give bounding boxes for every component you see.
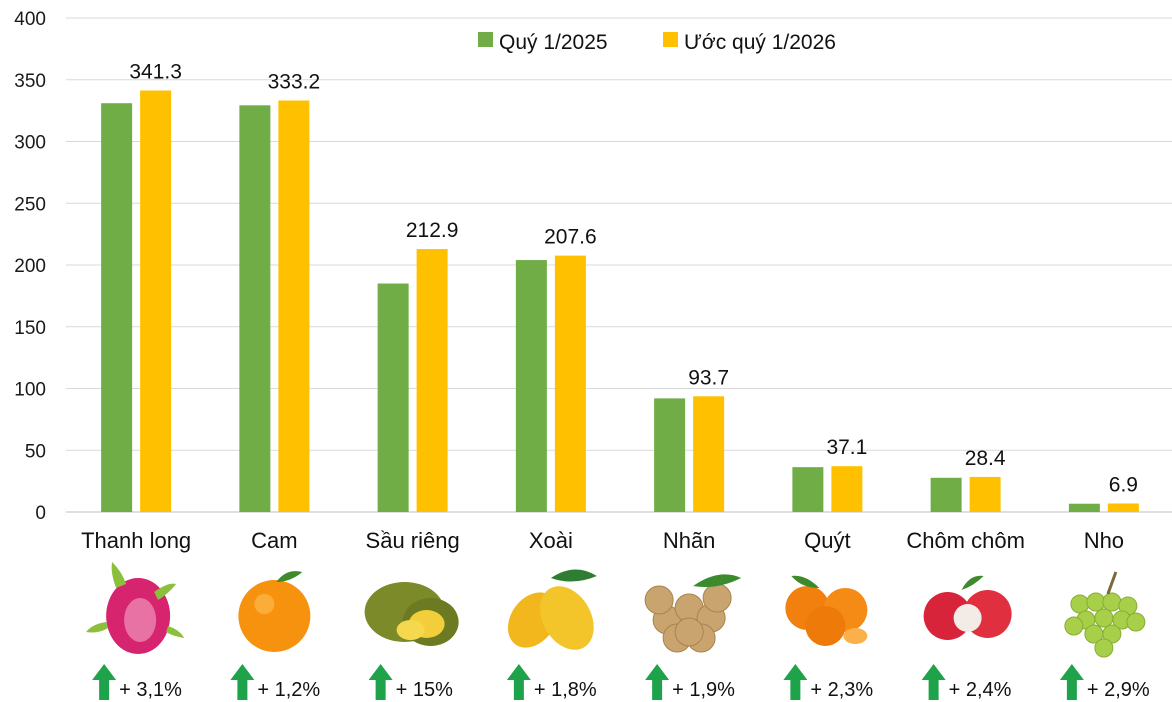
gridlines — [66, 17, 1172, 513]
y-tick-label: 200 — [14, 256, 46, 277]
growth-label: + 2,9% — [1087, 679, 1150, 701]
mango-icon — [507, 569, 597, 650]
dragon-fruit-icon — [86, 562, 185, 654]
data-label: 28.4 — [965, 447, 1006, 470]
y-tick-label: 0 — [35, 503, 46, 524]
up-arrow-icon — [921, 664, 946, 700]
y-tick-label: 50 — [25, 441, 46, 462]
rambutan-icon — [923, 575, 1012, 640]
bar-q1-2026-0 — [140, 90, 172, 512]
legend-swatch-series-2 — [663, 32, 678, 47]
orange-icon — [238, 571, 311, 652]
bar-q1-2026-2 — [416, 249, 448, 513]
data-label: 37.1 — [826, 436, 867, 459]
durian-icon — [364, 582, 459, 646]
growth-label: + 15% — [396, 679, 453, 701]
bar-q1-2026-1 — [278, 100, 310, 513]
up-arrow-icon — [92, 664, 117, 700]
bar-q1-2025-1 — [239, 105, 271, 512]
y-tick-label: 400 — [14, 9, 46, 30]
y-axis-ticks: 0 50 100 150 200 250 300 350 400 — [14, 9, 46, 524]
category-labels: Thanh long Cam Sầu riêng Xoài Nhãn Quýt Chôm c… — [81, 528, 1124, 553]
growth-label: + 1,9% — [672, 679, 735, 701]
category-label: Chôm chôm — [906, 528, 1025, 553]
data-labels: 341.3 333.2 212.9 207.6 93.7 37.1 28.4 6.9 — [129, 60, 1138, 496]
category-label: Nho — [1084, 528, 1124, 553]
data-label: 6.9 — [1109, 473, 1138, 496]
data-label: 93.7 — [688, 366, 729, 389]
up-arrow-icon — [783, 664, 808, 700]
bars — [101, 90, 1139, 513]
category-label: Sầu riêng — [366, 528, 460, 553]
up-arrow-icon — [368, 664, 393, 700]
up-arrow-icon — [506, 664, 531, 700]
fruit-icons — [86, 562, 1146, 658]
bar-q1-2025-0 — [101, 103, 133, 512]
legend-label-series-1: Quý 1/2025 — [499, 31, 608, 54]
data-label: 207.6 — [544, 226, 597, 249]
bar-q1-2025-5 — [792, 467, 824, 512]
bar-q1-2025-2 — [377, 283, 409, 512]
bar-q1-2025-7 — [1068, 503, 1100, 512]
category-label: Cam — [251, 528, 297, 553]
y-tick-label: 150 — [14, 318, 46, 339]
up-arrow-icon — [230, 664, 255, 700]
growth-label: + 2,3% — [810, 679, 873, 701]
growth-label: + 3,1% — [119, 679, 182, 701]
up-arrow-icon — [1059, 664, 1084, 700]
y-tick-label: 250 — [14, 194, 46, 215]
data-label: 341.3 — [129, 60, 182, 83]
data-label: 333.2 — [268, 70, 321, 93]
legend-label-series-2: Ước quý 1/2026 — [684, 31, 836, 54]
legend-swatch-series-1 — [478, 32, 493, 47]
y-tick-label: 100 — [14, 380, 46, 401]
bar-q1-2025-6 — [930, 477, 962, 512]
up-arrow-icon — [645, 664, 670, 700]
bar-q1-2025-3 — [515, 260, 547, 512]
data-label: 212.9 — [406, 219, 459, 242]
category-label: Xoài — [529, 528, 573, 553]
tangerine-icon — [785, 575, 868, 646]
bar-q1-2025-4 — [654, 398, 686, 512]
y-tick-label: 300 — [14, 133, 46, 154]
growth-label: + 1,2% — [257, 679, 320, 701]
longan-icon — [644, 574, 742, 653]
category-label: Quýt — [804, 528, 850, 553]
y-tick-label: 350 — [14, 71, 46, 92]
category-label: Nhãn — [663, 528, 716, 553]
bar-q1-2026-4 — [693, 396, 725, 512]
growth-label: + 1,8% — [534, 679, 597, 701]
bar-q1-2026-6 — [969, 476, 1001, 512]
grape-icon — [1064, 571, 1146, 658]
bar-q1-2026-5 — [831, 466, 863, 512]
growth-label: + 2,4% — [949, 679, 1012, 701]
bar-q1-2026-7 — [1107, 503, 1139, 512]
growth-indicators: + 3,1% + 1,2% + 15% + 1,8% + 1,9% + 2,3% + 2,4… — [92, 664, 1150, 701]
bar-q1-2026-3 — [554, 255, 586, 512]
legend: Quý 1/2025 Ước quý 1/2026 — [478, 31, 836, 54]
category-label: Thanh long — [81, 528, 191, 553]
